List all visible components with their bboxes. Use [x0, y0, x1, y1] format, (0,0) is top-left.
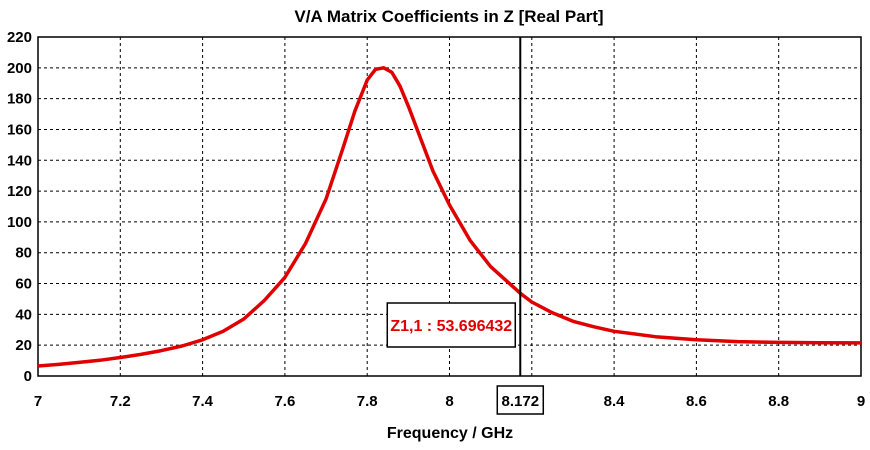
y-tick-label: 160: [7, 121, 32, 138]
marker-x-label: 8.172: [502, 393, 540, 410]
series-line: [37, 66, 862, 368]
marker-value-label: Z1,1 : 53.696432: [390, 318, 512, 335]
x-tick-label: 7.4: [192, 393, 214, 410]
x-tick-label: 9: [857, 393, 865, 410]
chart-title: V/A Matrix Coefficients in Z [Real Part]: [294, 7, 603, 26]
y-axis-ticks: 0 20 40 60 80 100 120 140 160 180 200 220: [7, 29, 32, 385]
plot-frame: [37, 36, 862, 377]
x-tick-label: 8.8: [768, 393, 789, 410]
y-tick-label: 60: [15, 276, 32, 293]
x-tick-label: 7.8: [357, 393, 378, 410]
x-axis-label: Frequency / GHz: [387, 425, 513, 442]
y-tick-label: 180: [7, 91, 32, 108]
y-tick-label: 140: [7, 152, 32, 169]
y-tick-label: 220: [7, 29, 32, 46]
x-axis-ticks: 7 7.2 7.4 7.6 7.8 8 8.4 8.6 8.8 9: [34, 393, 865, 410]
y-tick-label: 200: [7, 60, 32, 77]
x-tick-label: 8.6: [686, 393, 707, 410]
x-tick-label: 8: [445, 393, 453, 410]
y-tick-label: 100: [7, 214, 32, 231]
x-tick-label: 8.4: [604, 393, 626, 410]
y-tick-label: 80: [15, 245, 32, 262]
marker-x-box: [496, 385, 545, 415]
y-tick-label: 40: [15, 306, 32, 323]
series-layer: [37, 66, 862, 368]
x-tick-label: 7: [34, 393, 42, 410]
grid-layer: [38, 37, 861, 376]
x-tick-label: 7.6: [274, 393, 295, 410]
marker-layer[interactable]: Z1,1 : 53.696432 8.172: [386, 37, 545, 415]
y-tick-label: 120: [7, 183, 32, 200]
y-tick-label: 0: [24, 368, 32, 385]
marker-value-box: [386, 302, 517, 348]
x-tick-label: 7.2: [110, 393, 131, 410]
y-tick-label: 20: [15, 337, 32, 354]
